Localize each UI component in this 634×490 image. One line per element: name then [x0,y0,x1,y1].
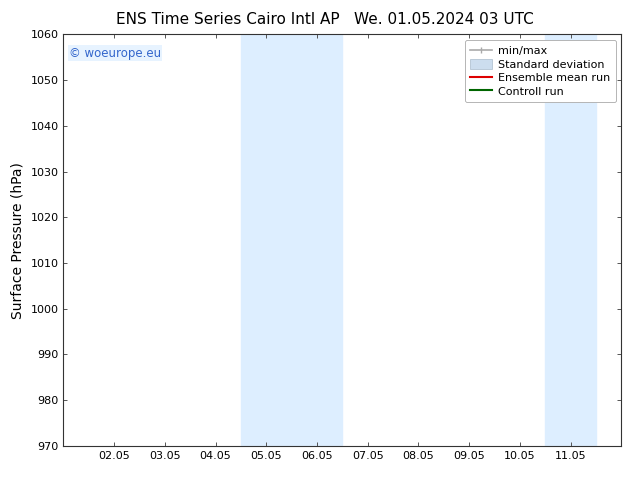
Text: © woeurope.eu: © woeurope.eu [69,47,161,60]
Text: ENS Time Series Cairo Intl AP: ENS Time Series Cairo Intl AP [117,12,340,27]
Bar [241,34,342,446]
Y-axis label: Surface Pressure (hPa): Surface Pressure (hPa) [11,162,25,318]
Bar [545,34,596,446]
Legend: min/max, Standard deviation, Ensemble mean run, Controll run: min/max, Standard deviation, Ensemble me… [465,40,616,102]
Text: We. 01.05.2024 03 UTC: We. 01.05.2024 03 UTC [354,12,534,27]
